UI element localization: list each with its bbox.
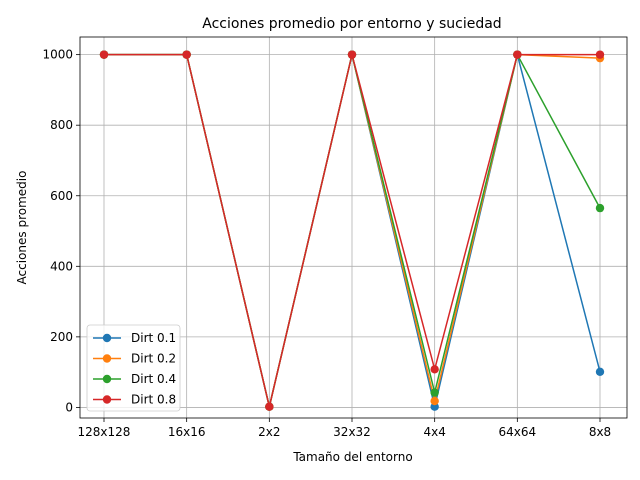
legend-item: Dirt 0.4 [93,372,176,386]
data-point [430,388,439,397]
data-point [265,402,274,411]
legend-swatch-marker [102,374,112,384]
legend-swatch-marker [102,395,112,404]
data-point [595,203,605,213]
y-tick-label: 400 [50,259,73,273]
y-tick-label: 600 [50,189,73,203]
legend-label: Dirt 0.4 [131,372,176,386]
data-point [513,50,522,59]
x-axis-label: Tamaño del entorno [292,450,412,464]
x-tick-label: 16x16 [168,425,206,439]
y-tick-label: 0 [65,400,73,414]
y-axis-label: Acciones promedio [15,171,29,285]
x-tick-label: 4x4 [423,425,445,439]
legend-label: Dirt 0.2 [131,352,176,366]
x-axis: 128x128 16x16 2x2 32x32 4x4 64x64 8x8 [78,418,611,439]
legend-swatch-marker [102,354,112,363]
legend-item: Dirt 0.2 [93,352,176,366]
data-point [595,50,605,59]
x-tick-label: 32x32 [333,425,371,439]
data-point [99,50,109,59]
y-tick-label: 800 [50,118,73,132]
legend-box [86,324,181,412]
data-point [182,50,191,59]
plot-frame [79,36,628,419]
y-tick-label: 200 [50,330,73,344]
legend-item: Dirt 0.8 [93,393,176,407]
data-point [430,396,439,406]
legend-label: Dirt 0.8 [131,393,176,407]
legend: Dirt 0.1 Dirt 0.2 Dirt 0.4 Dirt 0.8 [86,324,181,412]
legend-item: Dirt 0.1 [93,331,176,345]
x-tick-label: 8x8 [589,425,611,439]
series-4 [99,50,605,411]
y-axis: 0 200 400 600 800 1000 [42,48,80,414]
data-point [595,367,605,376]
series-group [99,50,605,411]
legend-swatch-marker [102,333,112,343]
x-tick-label: 128x128 [78,425,131,439]
chart-title: Acciones promedio por entorno y suciedad [202,16,501,32]
data-point [430,365,439,374]
y-tick-label: 1000 [42,48,73,62]
x-tick-label: 2x2 [258,425,280,439]
data-point [347,50,357,59]
x-tick-label: 64x64 [499,425,537,439]
legend-label: Dirt 0.1 [131,331,176,345]
